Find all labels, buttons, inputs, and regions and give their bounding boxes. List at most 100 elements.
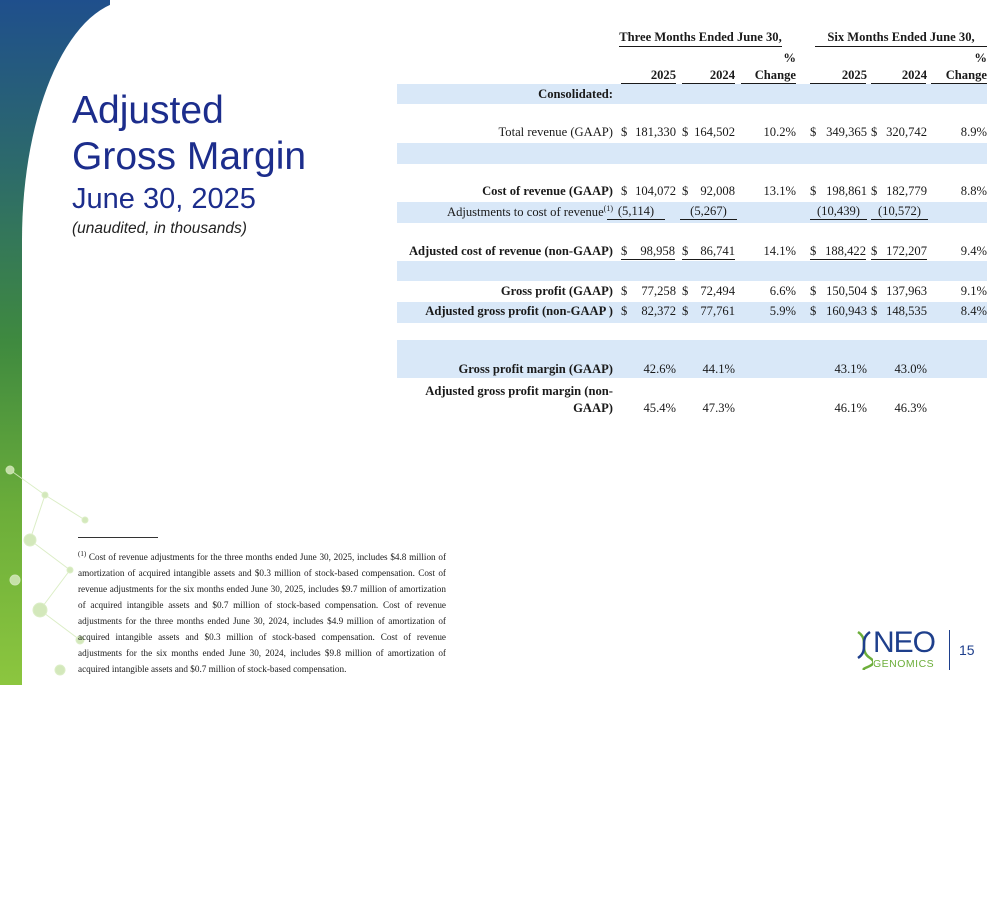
cell-value: (10,572)	[871, 204, 928, 220]
row-label: Gross profit margin (GAAP)	[458, 362, 614, 376]
cell-value: 42.6%	[643, 362, 676, 376]
col-header-2025-ytd: 2025	[841, 68, 867, 82]
page-title-date: June 30, 2025	[72, 183, 256, 215]
cell-value: 8.4%	[960, 304, 987, 318]
col-header-2024-ytd: 2024	[901, 68, 927, 82]
cell-value: 349,365	[826, 125, 867, 139]
dollar-sign: $	[682, 304, 689, 318]
header-underline	[810, 83, 866, 84]
row-label-line-1: Adjusted gross profit margin (non-	[425, 384, 613, 398]
footnote-divider	[78, 537, 158, 538]
dollar-sign: $	[871, 184, 878, 198]
cell-value: 86,741	[700, 244, 735, 258]
header-underline	[931, 83, 987, 84]
logo-divider	[949, 630, 950, 670]
title-block: Adjusted Gross Margin June 30, 2025 (una…	[72, 88, 306, 238]
col-header-change-ytd: Change	[945, 68, 987, 82]
page-subtitle: (unaudited, in thousands)	[72, 220, 247, 237]
logo-text-neo: NEO	[873, 626, 936, 659]
row-label: Adjustments to cost of revenue(1)	[447, 204, 613, 220]
table-row-adjustments: Adjustments to cost of revenue(1) (5,114…	[397, 202, 987, 223]
cell-value: 148,535	[886, 304, 927, 318]
cell-value: 104,072	[635, 184, 676, 198]
cell-value: 320,742	[886, 125, 927, 139]
dollar-sign: $	[810, 304, 817, 318]
cell-value: 77,761	[700, 304, 735, 318]
cell-value: (5,114)	[607, 204, 665, 220]
footnote-marker: (1)	[78, 550, 87, 558]
dollar-sign: $	[871, 125, 878, 139]
page-title-line-1: Adjusted	[72, 89, 224, 132]
table-row-cost-of-revenue: Cost of revenue (GAAP) $ 104,072 $ 92,00…	[397, 184, 987, 204]
cell-value: 172,207	[886, 244, 927, 258]
cell-value: 137,963	[886, 284, 927, 298]
row-label-text: Adjustments to cost of revenue	[446, 205, 604, 220]
dollar-sign: $	[871, 284, 878, 298]
cell-value: 72,494	[700, 284, 735, 298]
cell-value-group: $98,958	[621, 244, 675, 262]
cell-value: 77,258	[641, 284, 676, 298]
dollar-sign: $	[682, 184, 689, 198]
cell-value-group: $188,422	[810, 244, 866, 262]
cell-value: 181,330	[635, 125, 676, 139]
table-row-spacer	[397, 143, 987, 164]
cell-value: 188,422	[825, 244, 866, 258]
dollar-sign: $	[682, 125, 689, 139]
dollar-sign: $	[810, 184, 817, 198]
cell-value: 160,943	[826, 304, 867, 318]
row-label: Gross profit (GAAP)	[500, 284, 613, 298]
col-pct-symbol-1: %	[783, 51, 796, 65]
dollar-sign: $	[871, 304, 878, 318]
dollar-sign: $	[810, 244, 817, 258]
table-row-total-revenue: Total revenue (GAAP) $ 181,330 $ 164,502…	[397, 125, 987, 145]
dollar-sign: $	[871, 244, 878, 258]
cell-value: 43.1%	[834, 362, 867, 376]
col-header-change-q: Change	[754, 68, 796, 82]
cell-value: 6.6%	[769, 284, 796, 298]
cell-value: 46.3%	[894, 401, 927, 415]
table-row-gross-margin: Gross profit margin (GAAP) 42.6% 44.1% 4…	[397, 340, 987, 378]
footnote: (1) Cost of revenue adjustments for the …	[78, 546, 446, 677]
cell-value: 98,958	[640, 244, 675, 258]
page-title-line-2: Gross Margin	[72, 135, 307, 178]
cell-value: 8.8%	[960, 184, 987, 198]
row-label-line-2: GAAP)	[573, 401, 613, 415]
dollar-sign: $	[621, 125, 628, 139]
cell-value: 92,008	[700, 184, 735, 198]
table-row-spacer	[397, 261, 987, 281]
dollar-sign: $	[621, 284, 628, 298]
dollar-sign: $	[621, 244, 628, 258]
section-label: Consolidated:	[538, 87, 613, 101]
cell-value: 10.2%	[763, 125, 796, 139]
dna-helix-icon	[857, 630, 873, 670]
cell-value: 43.0%	[894, 362, 927, 376]
footnote-ref: (1)	[603, 204, 613, 213]
header-underline	[682, 83, 735, 84]
logo-text-genomics: GENOMICS	[873, 658, 935, 670]
col-header-2025-q: 2025	[650, 68, 676, 82]
table-row-gross-profit: Gross profit (GAAP) $ 77,258 $ 72,494 6.…	[397, 284, 987, 304]
header-underline	[621, 83, 676, 84]
cell-value: 164,502	[694, 125, 735, 139]
cell-value: 9.1%	[960, 284, 987, 298]
table-row-adjusted-gross-margin: Adjusted gross profit margin (non- GAAP)…	[397, 384, 987, 418]
dollar-sign: $	[621, 304, 628, 318]
table-row-adjusted-gross-profit: Adjusted gross profit (non-GAAP ) $ 82,3…	[397, 302, 987, 323]
cell-value: 150,504	[826, 284, 867, 298]
cell-value: (5,267)	[680, 204, 737, 220]
footnote-text: Cost of revenue adjustments for the thre…	[78, 552, 446, 675]
col-pct-symbol-2: %	[974, 51, 987, 65]
dollar-sign: $	[621, 184, 628, 198]
page-number: 15	[959, 642, 975, 658]
cell-value-group: $172,207	[871, 244, 927, 262]
dollar-sign: $	[682, 244, 689, 258]
cell-value: 46.1%	[834, 401, 867, 415]
group-header-three-months: Three Months Ended June 30,	[619, 30, 782, 47]
dollar-sign: $	[810, 284, 817, 298]
cell-value: 14.1%	[763, 244, 796, 258]
cell-value: 8.9%	[960, 125, 987, 139]
cell-value: 47.3%	[702, 401, 735, 415]
table-row-section: Consolidated:	[397, 84, 987, 104]
cell-value: (10,439)	[810, 204, 867, 220]
cell-value-group: $86,741	[682, 244, 735, 262]
